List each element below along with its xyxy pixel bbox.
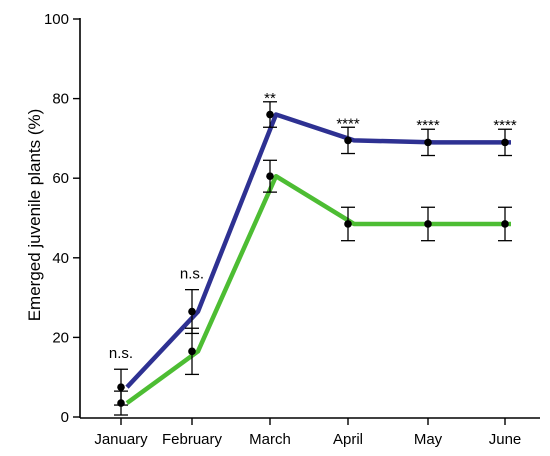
series-line (125, 112, 511, 389)
x-axis-ticks: January February March April May June (94, 418, 521, 448)
data-point (344, 220, 352, 228)
y-tick-label: 40 (52, 250, 69, 267)
y-tick-label: 80 (52, 91, 69, 108)
x-tick-label: January (94, 431, 148, 448)
series-0-markers (114, 101, 512, 406)
x-tick-label: March (249, 431, 291, 448)
y-tick-label: 0 (61, 409, 69, 426)
series-layer (114, 101, 512, 416)
series-0 (125, 112, 511, 389)
data-point (188, 347, 196, 356)
data-point (266, 172, 274, 181)
data-point (501, 138, 509, 147)
data-point (188, 307, 196, 316)
significance-label: **** (336, 115, 360, 132)
significance-label: n.s. (109, 345, 133, 362)
significance-annotations: n.s.n.s.****** **** **** (109, 90, 517, 362)
data-point (424, 138, 432, 147)
series-line (125, 173, 511, 405)
data-point (501, 220, 509, 228)
x-tick-label: February (162, 431, 223, 448)
y-axis-ticks: 0 20 40 60 80 100 (44, 11, 80, 426)
significance-label: ** (264, 90, 276, 107)
chart-axes (79, 18, 540, 419)
significance-label: **** (493, 117, 517, 134)
x-tick-label: April (333, 431, 363, 448)
y-tick-label: 20 (52, 329, 69, 346)
data-point (344, 136, 352, 145)
significance-label: n.s. (180, 266, 204, 283)
x-tick-label: June (489, 431, 522, 448)
data-point (424, 220, 432, 228)
series-1-markers (114, 159, 512, 416)
y-tick-label: 60 (52, 170, 69, 187)
x-tick-label: May (414, 431, 443, 448)
significance-label: **** (416, 117, 440, 134)
y-tick-label: 100 (44, 11, 69, 28)
data-point (117, 383, 125, 391)
data-point (117, 399, 125, 407)
y-axis-title: Emerged juvenile plants (%) (25, 109, 44, 322)
series-1 (125, 173, 511, 405)
data-point (266, 110, 274, 119)
